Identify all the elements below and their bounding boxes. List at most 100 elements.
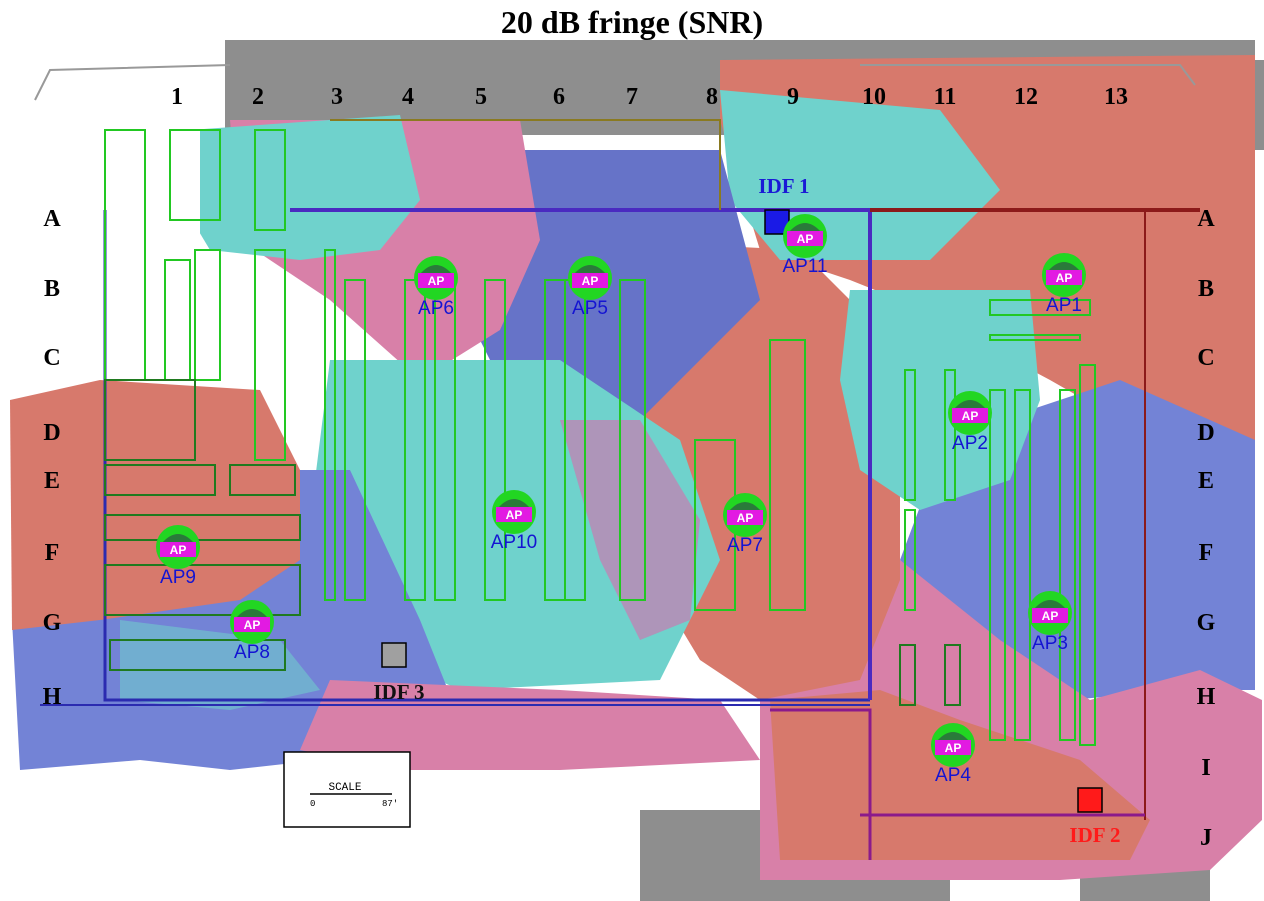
row-label: A bbox=[43, 206, 61, 232]
access-point-badge bbox=[727, 510, 763, 525]
access-point-badge-text: AP bbox=[582, 274, 599, 288]
access-point-ap1: AP AP1 bbox=[1042, 253, 1086, 316]
access-point-badge-text: AP bbox=[428, 274, 445, 288]
access-point-antenna-icon bbox=[162, 534, 194, 543]
access-point-badge-text: AP bbox=[962, 409, 979, 423]
row-label: F bbox=[45, 540, 60, 566]
scale-end: 87' bbox=[382, 799, 398, 809]
access-point-label: AP1 bbox=[1046, 295, 1082, 316]
column-labels: 1 2 3 4 5 6 7 8 9 10 11 12 13 bbox=[171, 84, 1128, 110]
column-label: 12 bbox=[1014, 84, 1038, 110]
row-label: C bbox=[43, 345, 60, 371]
access-point-label: AP10 bbox=[491, 532, 537, 553]
row-label: G bbox=[43, 610, 62, 636]
idf-1-label: IDF 1 bbox=[758, 174, 809, 198]
scale-label: SCALE bbox=[328, 782, 361, 794]
access-point-antenna-icon bbox=[729, 502, 761, 511]
access-point-antenna-icon bbox=[1034, 600, 1066, 609]
access-point-badge bbox=[496, 507, 532, 522]
access-point-badge-text: AP bbox=[244, 618, 261, 632]
map-title: 20 dB fringe (SNR) bbox=[500, 4, 764, 40]
access-point-ap10: AP AP10 bbox=[491, 490, 537, 553]
access-point-label: AP4 bbox=[935, 765, 971, 786]
column-label: 10 bbox=[862, 84, 886, 110]
access-point-ap4: AP AP4 bbox=[931, 723, 975, 786]
access-point-badge-text: AP bbox=[1042, 609, 1059, 623]
coverage-zone-red-se bbox=[770, 690, 1150, 860]
coverage-zone-pink-south bbox=[300, 680, 760, 770]
row-labels-right: A B C D E F G H I J bbox=[1197, 206, 1216, 851]
access-point-label: AP9 bbox=[160, 567, 196, 588]
row-label: H bbox=[43, 684, 62, 710]
row-labels-left: A B C D E F G H bbox=[43, 206, 62, 710]
row-label: G bbox=[1197, 610, 1216, 636]
access-point-ap7: AP AP7 bbox=[723, 493, 767, 556]
row-label: F bbox=[1199, 540, 1214, 566]
access-point-ap11: AP AP11 bbox=[782, 214, 828, 277]
access-point-label: AP6 bbox=[418, 298, 454, 319]
access-point-ap5: AP AP5 bbox=[568, 256, 612, 319]
column-label: 2 bbox=[252, 84, 264, 110]
access-point-ap9: AP AP9 bbox=[156, 525, 200, 588]
access-point-label: AP5 bbox=[572, 298, 608, 319]
idf-2-marker bbox=[1077, 787, 1103, 813]
access-point-badge-text: AP bbox=[506, 508, 523, 522]
access-point-antenna-icon bbox=[1048, 262, 1080, 271]
racking bbox=[104, 129, 1096, 746]
access-points: AP AP1 AP AP2 AP AP3 AP AP4 AP AP5 AP AP6 AP AP7 AP AP8… bbox=[156, 214, 1086, 786]
access-point-ap3: AP AP3 bbox=[1028, 591, 1072, 654]
access-point-badge-text: AP bbox=[945, 741, 962, 755]
access-point-badge bbox=[1046, 270, 1082, 285]
column-label: 5 bbox=[475, 84, 487, 110]
idf-markers: IDF 1 IDF 2 IDF 3 bbox=[373, 174, 1120, 847]
scale-start: 0 bbox=[310, 799, 315, 809]
access-point-badge bbox=[234, 617, 270, 632]
access-point-label: AP8 bbox=[234, 642, 270, 663]
access-point-antenna-icon bbox=[420, 265, 452, 274]
access-point-label: AP7 bbox=[727, 535, 763, 556]
access-point-badge bbox=[418, 273, 454, 288]
idf-3-label: IDF 3 bbox=[373, 680, 424, 704]
column-label: 4 bbox=[402, 84, 414, 110]
access-point-antenna-icon bbox=[954, 400, 986, 409]
access-point-antenna-icon bbox=[937, 732, 969, 741]
access-point-antenna-icon bbox=[574, 265, 606, 274]
idf-2-label: IDF 2 bbox=[1069, 823, 1120, 847]
row-label: H bbox=[1197, 684, 1216, 710]
row-label: D bbox=[1197, 420, 1214, 446]
row-label: D bbox=[43, 420, 60, 446]
column-label: 6 bbox=[553, 84, 565, 110]
column-label: 7 bbox=[626, 84, 638, 110]
access-point-badge-text: AP bbox=[1056, 271, 1073, 285]
column-label: 11 bbox=[934, 84, 957, 110]
access-point-label: AP3 bbox=[1032, 633, 1068, 654]
column-label: 13 bbox=[1104, 84, 1128, 110]
row-label: E bbox=[1198, 468, 1214, 494]
column-label: 8 bbox=[706, 84, 718, 110]
coverage-zone-cyan-nw bbox=[180, 115, 420, 260]
access-point-badge bbox=[160, 542, 196, 557]
access-point-ap8: AP AP8 bbox=[230, 600, 274, 663]
access-point-badge bbox=[1032, 608, 1068, 623]
row-label: B bbox=[44, 276, 60, 302]
access-point-badge bbox=[787, 231, 823, 246]
coverage-zone-pink-center bbox=[560, 420, 700, 640]
idf-3-marker bbox=[381, 642, 407, 668]
row-label: A bbox=[1197, 206, 1215, 232]
access-point-label: AP11 bbox=[782, 256, 827, 277]
access-point-label: AP2 bbox=[952, 433, 988, 454]
coverage-zone-cyan-sw bbox=[120, 620, 320, 710]
access-point-badge-text: AP bbox=[797, 232, 814, 246]
column-label: 9 bbox=[787, 84, 799, 110]
access-point-badge bbox=[952, 408, 988, 423]
coverage-zone-cyan-ne bbox=[720, 90, 1000, 260]
row-label: C bbox=[1197, 345, 1214, 371]
access-point-badge-text: AP bbox=[170, 543, 187, 557]
row-label: B bbox=[1198, 276, 1214, 302]
access-point-ap6: AP AP6 bbox=[414, 256, 458, 319]
unmapped-white-area bbox=[100, 125, 200, 380]
access-point-antenna-icon bbox=[236, 609, 268, 618]
access-point-antenna-icon bbox=[498, 499, 530, 508]
column-label: 1 bbox=[171, 84, 183, 110]
